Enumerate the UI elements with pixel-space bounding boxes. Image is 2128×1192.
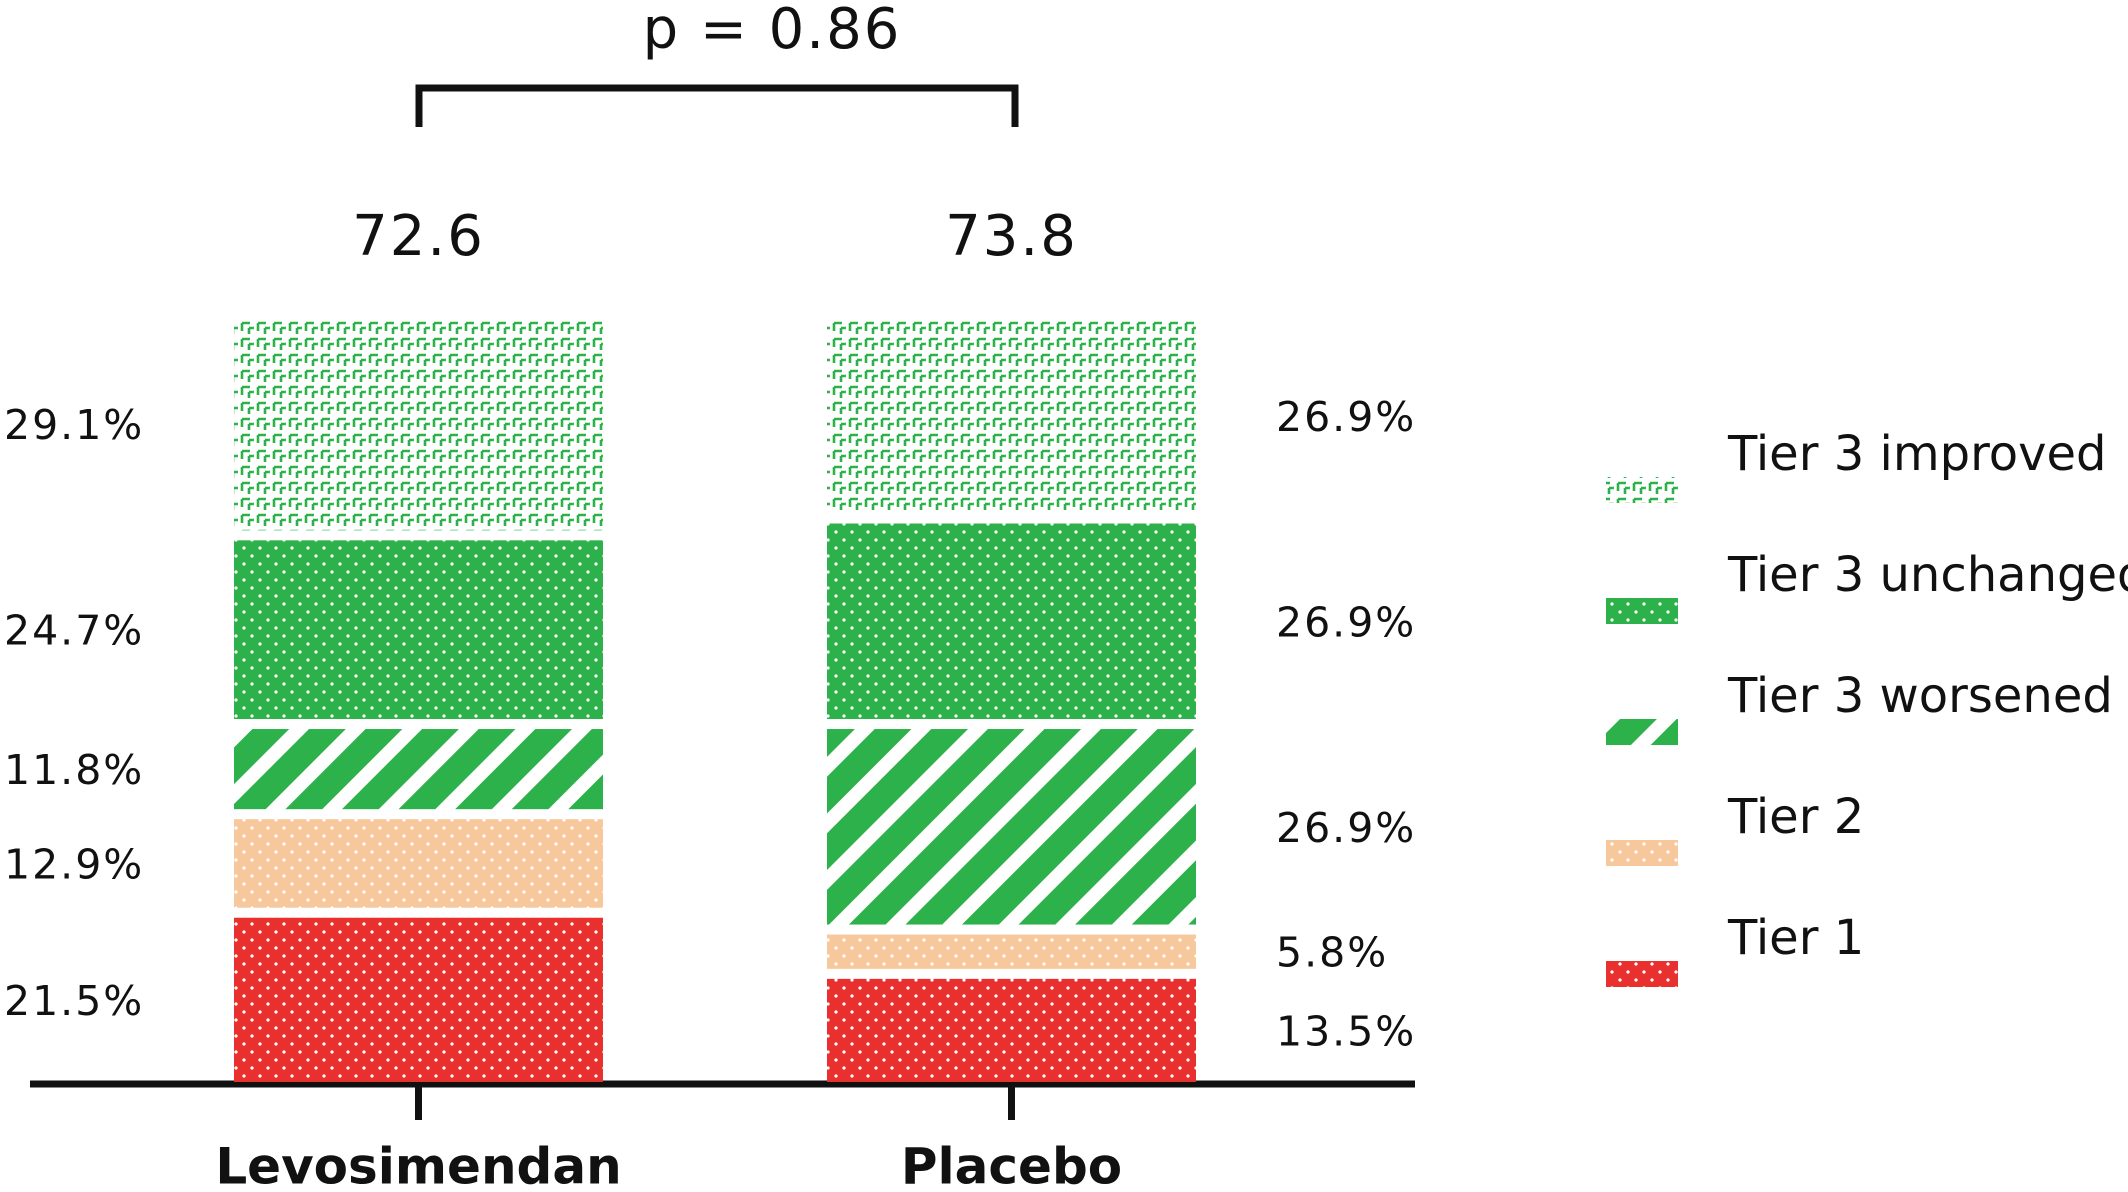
total-label: 72.6 [352,204,485,269]
legend-swatch [1606,840,1678,866]
bracket [415,84,1019,127]
value-label: 26.9% [1276,804,1416,852]
legend-swatch [1606,477,1678,503]
value-label: 12.9% [4,840,144,888]
value-label: 29.1% [4,401,144,449]
legend-label: Tier 3 improved [1727,426,2107,482]
x-tick-label: Placebo [901,1138,1122,1192]
legend-label: Tier 2 [1727,789,1864,845]
bar-segment [234,318,603,531]
bar-segment [234,917,603,1082]
legend-swatch [1606,961,1678,987]
total-label: 73.8 [945,204,1078,269]
value-label: 21.5% [4,977,144,1025]
x-tick-label: Levosimendan [215,1138,621,1192]
value-label: 13.5% [1276,1007,1416,1055]
legend-swatch [1606,719,1678,745]
legend-label: Tier 3 worsened [1727,668,2113,724]
bar-segment [827,318,1196,514]
legend-swatch [1606,598,1678,624]
bar-segment [827,978,1196,1082]
value-label: 11.8% [4,746,144,794]
value-label: 26.9% [1276,393,1416,441]
bar-segment [827,729,1196,925]
bar-segment [827,523,1196,720]
p-value: p = 0.86 [643,0,902,62]
legend-label: Tier 3 unchanged [1727,547,2128,603]
bar-segment [234,729,603,810]
value-label: 24.7% [4,607,144,655]
legend-label: Tier 1 [1727,910,1864,966]
value-label: 5.8% [1276,929,1388,977]
bar-segment [234,540,603,720]
value-label: 26.9% [1276,598,1416,646]
bar-segment [234,819,603,908]
bar-segment [827,934,1196,969]
